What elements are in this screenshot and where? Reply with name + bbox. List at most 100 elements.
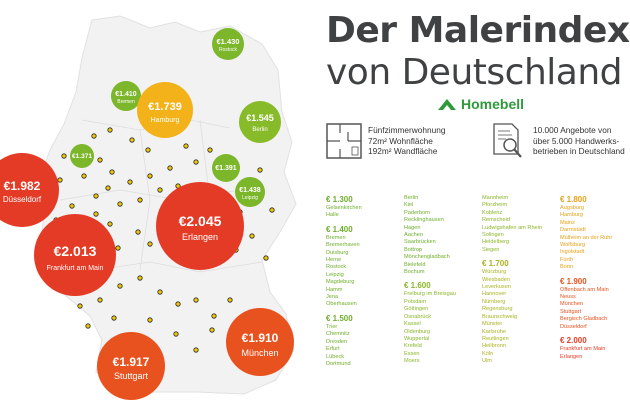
city-dot <box>269 207 275 213</box>
bubble-value: €1.438 <box>239 187 261 194</box>
city-name: Wiesbaden <box>482 276 510 283</box>
city-dot <box>257 167 263 173</box>
city-dot <box>69 203 75 209</box>
city-name: Herne <box>326 257 342 264</box>
city-name: Nürnberg <box>482 298 506 305</box>
bubble-duesseldorf: €1.982 Düsseldorf <box>0 153 59 227</box>
city-dot <box>147 173 153 179</box>
city-name: Aachen <box>404 232 423 239</box>
bubble-erlangen: €2.045 Erlangen <box>156 182 244 270</box>
city-name: Berlin <box>404 195 419 201</box>
city-dot <box>117 201 123 207</box>
city-name: Karlsruhe <box>482 328 506 335</box>
city-name: Osnabrück <box>404 313 432 320</box>
city-name: Heidelberg <box>482 239 510 246</box>
city-name: Hannover <box>482 291 507 298</box>
city-name: Braunschweig <box>482 313 518 320</box>
city-name: Kiel <box>404 202 414 209</box>
city-name: Magdeburg <box>326 279 355 286</box>
city-name: Heilbronn <box>482 343 506 350</box>
price-heading: € 1.300 <box>326 195 353 204</box>
bubble-city: Berlin <box>252 127 267 133</box>
city-dot <box>193 347 199 353</box>
price-heading: € 1.900 <box>560 276 587 286</box>
bubble-value: €1.910 <box>242 331 279 345</box>
bubble-city: Stuttgart <box>114 371 149 381</box>
city-dot <box>61 153 67 159</box>
city-dot <box>147 317 153 323</box>
bubble-city: Erlangen <box>182 232 218 242</box>
city-dot <box>91 133 97 139</box>
city-name: Saarbrücken <box>404 239 436 246</box>
city-name: Wolfsburg <box>560 242 586 249</box>
bubble-value: €1.545 <box>246 113 274 123</box>
city-name: Leverkusen <box>482 284 511 291</box>
city-dot <box>77 303 83 309</box>
city-dot <box>167 165 173 171</box>
bubble-city: Bremen <box>117 99 135 105</box>
city-name: Münster <box>482 321 503 328</box>
city-name: Düsseldorf <box>560 323 587 330</box>
city-name: Hagen <box>404 224 421 231</box>
germany-map: €1.430 Rostock €1.410 Bremen €1.739 Hamb… <box>0 15 297 400</box>
city-name: Kassel <box>404 321 421 328</box>
page-title: Der Malerindex <box>326 10 630 51</box>
city-dot <box>93 211 99 217</box>
city-name: Bergisch Gladbach <box>560 316 608 323</box>
feature-apartment-text: Fünfzimmerwohnung 72m² Wohnfläche 192m² … <box>368 125 446 156</box>
city-name: Pforzheim <box>482 202 508 209</box>
city-dot <box>193 159 199 165</box>
bubble-value: €1.739 <box>148 101 182 113</box>
price-group: € 1.400 Bremen Bremerhaven Duisburg Herne Ros… <box>326 225 404 309</box>
city-name: Reutlingen <box>482 335 509 342</box>
price-group: € 1.800 Augsburg Hamburg Mainz Darmstadt Mülh… <box>560 195 630 272</box>
city-name: Bochum <box>404 269 425 276</box>
city-name: München <box>560 301 584 308</box>
city-name: Bremen <box>326 234 346 241</box>
city-name: Köln <box>482 350 494 357</box>
price-column: € 1.300 Gelsenkirchen Halle € 1.400 Bremen Br… <box>326 195 404 373</box>
city-name: Mannheim <box>482 195 509 201</box>
bubble-city: Düsseldorf <box>3 195 42 204</box>
city-name: Dresden <box>326 338 348 345</box>
city-name: Göttingen <box>404 306 429 313</box>
city-name: Gelsenkirchen <box>326 205 362 211</box>
city-dot <box>207 147 213 153</box>
document-search-icon <box>493 123 522 158</box>
floorplan-icon <box>326 123 362 159</box>
price-group: € 1.300 Gelsenkirchen Halle <box>326 195 404 220</box>
city-name: Paderborn <box>404 209 431 216</box>
house-icon <box>438 99 456 110</box>
city-name: Oldenburg <box>404 328 431 335</box>
page-subtitle: von Deutschland <box>326 52 623 93</box>
city-name: Trier <box>326 323 338 330</box>
brand-logo: Homebell <box>437 96 524 112</box>
city-dot <box>137 197 143 203</box>
city-dot <box>173 331 179 337</box>
city-name: Ulm <box>482 358 492 365</box>
price-group: Mannheim Pforzheim Koblenz Remscheid Ludwigs… <box>482 195 560 254</box>
bubble-muenchen: €1.910 München <box>226 308 294 376</box>
city-name: Lübeck <box>326 353 345 360</box>
bubble-value: €1.430 <box>217 37 240 46</box>
city-dot <box>117 283 123 289</box>
city-name: Siegen <box>482 246 500 253</box>
city-name: Potsdam <box>404 298 427 305</box>
city-name: Hamm <box>326 286 343 293</box>
city-dot <box>105 185 111 191</box>
city-dot <box>97 157 103 163</box>
city-name: Rostock <box>326 264 347 271</box>
bubble-city: Frankfurt am Main <box>47 265 104 272</box>
bubble-value: €1.371 <box>72 153 92 160</box>
city-name: Neuss <box>560 294 576 301</box>
price-heading: € 1.800 <box>560 195 587 204</box>
city-name: Krefeld <box>404 343 422 350</box>
city-name: Fürth <box>560 256 574 263</box>
bubble-city: München <box>241 348 278 358</box>
city-name: Solingen <box>482 232 504 239</box>
city-name: Essen <box>404 350 420 357</box>
price-heading: € 2.000 <box>560 336 587 346</box>
price-group: € 1.900 Offenbach am Main Neuss München Stut… <box>560 277 630 331</box>
bubble-1391: €1.391 <box>212 154 240 182</box>
city-name: Hamburg <box>560 212 584 219</box>
